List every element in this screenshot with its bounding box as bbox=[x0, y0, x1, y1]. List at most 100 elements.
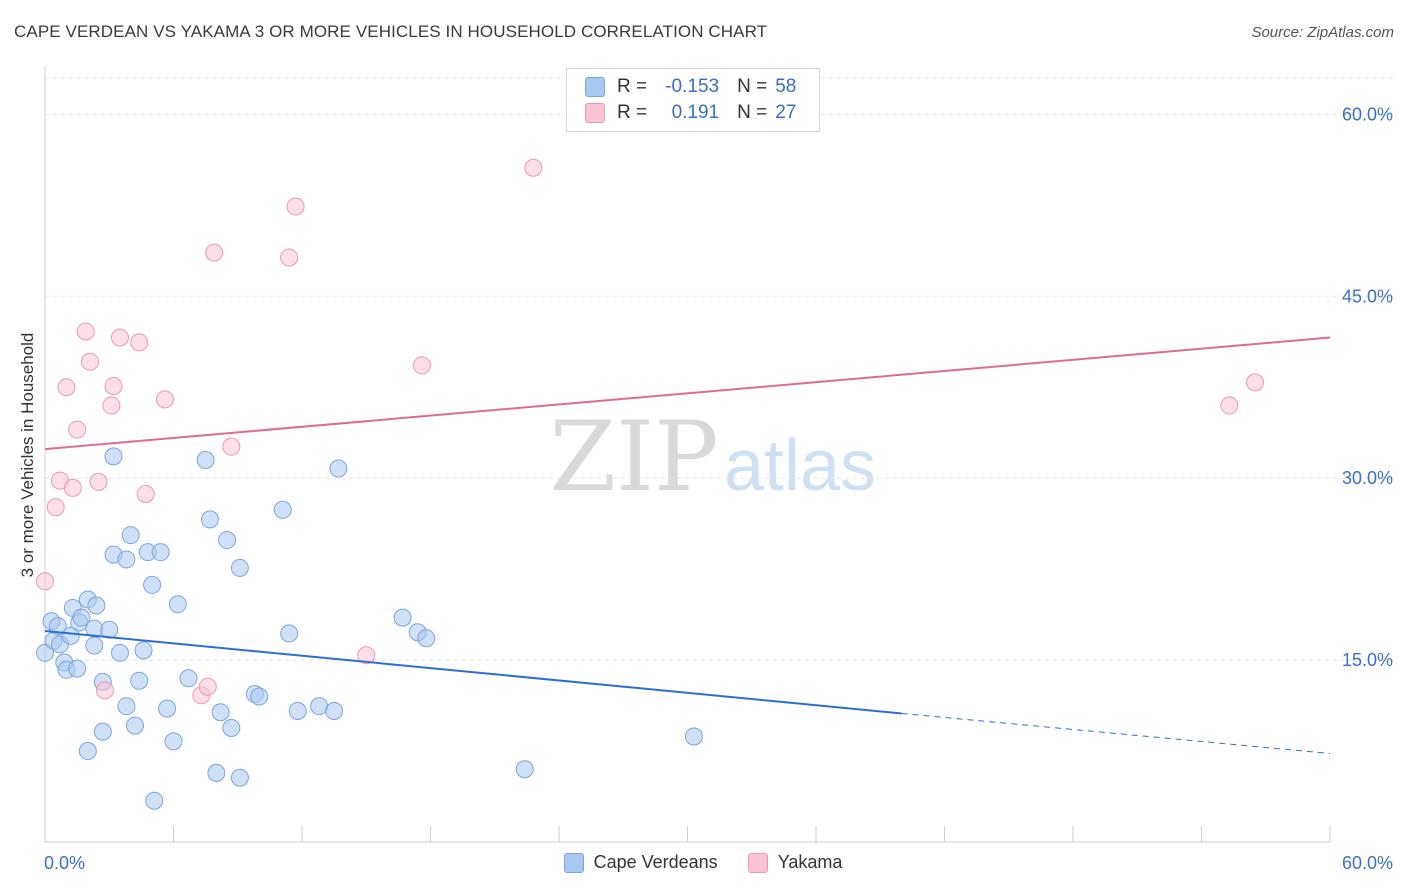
data-point bbox=[125, 716, 144, 735]
data-point bbox=[164, 732, 183, 751]
series-legend: Cape Verdeans Yakama bbox=[0, 852, 1406, 873]
legend-row-yakama: R = 0.191 N = 27 bbox=[585, 100, 796, 126]
legend-swatch-blue bbox=[585, 77, 605, 97]
data-point bbox=[168, 595, 187, 614]
watermark-atlas: atlas bbox=[724, 426, 876, 506]
data-point bbox=[117, 697, 136, 716]
data-point bbox=[222, 437, 241, 456]
data-point bbox=[151, 543, 170, 562]
series-cape-verdeans bbox=[36, 447, 703, 810]
data-point bbox=[250, 687, 269, 706]
data-point bbox=[63, 478, 82, 497]
data-point bbox=[417, 629, 436, 648]
data-point bbox=[222, 719, 241, 738]
series-swatch-blue bbox=[563, 852, 584, 873]
data-point bbox=[205, 243, 224, 262]
data-point bbox=[357, 646, 376, 665]
data-point bbox=[310, 697, 329, 716]
series-yakama bbox=[36, 158, 1265, 705]
legend-n-value: 58 bbox=[775, 76, 797, 97]
trend-line bbox=[44, 629, 902, 715]
series-legend-cape-verdeans: Cape Verdeans bbox=[563, 852, 718, 873]
data-point bbox=[36, 572, 54, 591]
legend-r-label: R = bbox=[617, 76, 648, 97]
source-label: Source: ZipAtlas.com bbox=[1251, 24, 1394, 41]
series-label: Cape Verdeans bbox=[593, 852, 718, 872]
data-point bbox=[684, 727, 703, 746]
data-point bbox=[1246, 373, 1265, 392]
data-point bbox=[155, 390, 174, 409]
data-point bbox=[68, 659, 87, 678]
data-point bbox=[85, 636, 104, 655]
legend-r-value: -0.153 bbox=[665, 76, 720, 97]
data-point bbox=[273, 500, 292, 519]
data-point bbox=[145, 791, 164, 810]
series-label: Yakama bbox=[777, 852, 843, 872]
data-point bbox=[110, 643, 129, 662]
data-point bbox=[61, 626, 80, 645]
data-point bbox=[524, 158, 543, 177]
y-tick-label: 60.0% bbox=[1342, 104, 1393, 124]
legend-swatch-pink bbox=[585, 103, 605, 123]
data-point bbox=[68, 420, 87, 439]
data-point bbox=[78, 742, 97, 761]
data-point bbox=[46, 498, 65, 517]
trend-line bbox=[44, 336, 1331, 451]
legend-r-value: 0.191 bbox=[671, 102, 720, 123]
data-point bbox=[288, 702, 307, 721]
legend-n-value: 27 bbox=[775, 102, 797, 123]
data-point bbox=[412, 356, 431, 375]
data-point bbox=[89, 472, 108, 491]
data-point bbox=[100, 620, 119, 639]
data-point bbox=[143, 575, 162, 594]
series-legend-yakama: Yakama bbox=[747, 852, 843, 873]
data-point bbox=[325, 702, 344, 721]
data-point bbox=[104, 377, 123, 396]
data-point bbox=[280, 248, 299, 267]
legend-row-cape-verdeans: R = -0.153 N = 58 bbox=[585, 74, 796, 100]
data-point bbox=[230, 768, 249, 787]
data-point bbox=[211, 703, 230, 722]
data-point bbox=[72, 608, 91, 627]
data-point bbox=[102, 396, 121, 415]
data-point bbox=[87, 596, 106, 615]
y-tick-label: 15.0% bbox=[1342, 650, 1393, 670]
data-point bbox=[230, 558, 249, 577]
data-point bbox=[329, 459, 348, 478]
correlation-legend: R = -0.153 N = 58 R = 0.191 N = 27 bbox=[566, 68, 820, 132]
data-point bbox=[198, 677, 217, 696]
legend-n-label: N = bbox=[737, 76, 768, 97]
legend-r-label: R = bbox=[617, 102, 648, 123]
data-point bbox=[76, 322, 95, 341]
y-tick-label: 30.0% bbox=[1342, 468, 1393, 488]
data-point bbox=[1220, 396, 1239, 415]
series-swatch-pink bbox=[747, 852, 768, 873]
data-point bbox=[196, 451, 215, 469]
chart-title: CAPE VERDEAN VS YAKAMA 3 OR MORE VEHICLE… bbox=[14, 22, 768, 41]
data-point bbox=[110, 328, 129, 347]
data-point bbox=[393, 608, 412, 627]
data-point bbox=[117, 550, 136, 569]
legend-n-label: N = bbox=[737, 102, 768, 123]
x-tick-label: 0.0% bbox=[44, 853, 85, 873]
data-point bbox=[104, 447, 123, 466]
data-point bbox=[280, 624, 299, 643]
data-point bbox=[130, 671, 149, 690]
data-point bbox=[207, 763, 226, 782]
data-point bbox=[515, 760, 534, 779]
data-point bbox=[218, 531, 237, 550]
data-point bbox=[80, 352, 99, 371]
data-point bbox=[95, 681, 114, 700]
data-point bbox=[130, 333, 149, 352]
data-point bbox=[200, 510, 219, 529]
watermark-zip: ZIP bbox=[549, 401, 718, 513]
data-point bbox=[158, 699, 177, 718]
data-point bbox=[57, 378, 76, 397]
data-point bbox=[121, 526, 140, 545]
data-point bbox=[93, 722, 112, 741]
data-point bbox=[134, 641, 153, 660]
data-point bbox=[136, 484, 155, 503]
x-tick-label: 60.0% bbox=[1342, 853, 1393, 873]
y-tick-label: 45.0% bbox=[1342, 286, 1393, 306]
